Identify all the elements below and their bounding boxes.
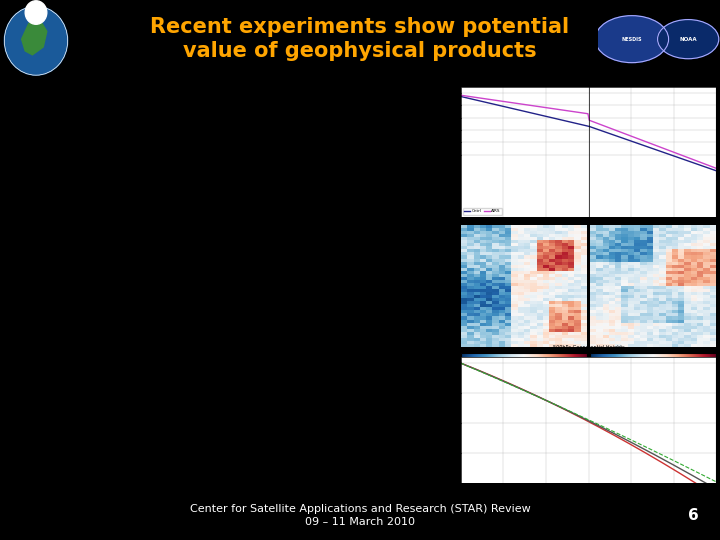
AIRS — [525, 102, 534, 109]
AIRS — [699, 160, 708, 167]
Line: Cntrl: Cntrl — [461, 97, 716, 171]
Text: Use of AIRS T(p) and q(p) profiles with QC
improves forecast (red vs. black line: Use of AIRS T(p) and q(p) profiles with … — [53, 456, 297, 490]
Circle shape — [25, 1, 47, 24]
Cntrl — [690, 160, 699, 166]
AIRS — [456, 92, 465, 98]
Text: Center for Satellite Applications and Research (STAR) Review
09 – 11 March 2010: Center for Satellite Applications and Re… — [189, 504, 531, 527]
Circle shape — [595, 16, 669, 63]
X-axis label: Day: Day — [584, 494, 593, 499]
Text: NOAA: NOAA — [680, 37, 697, 42]
Circle shape — [657, 19, 719, 59]
Line: AIRS: AIRS — [461, 95, 716, 168]
Cntrl — [472, 97, 480, 103]
Cntrl — [712, 167, 720, 174]
Text: Zonal wind: Zonal wind — [461, 218, 495, 223]
Text: NASA/Global Modeling and Assimilation Office
has evaluated AIRS operational prod: NASA/Global Modeling and Assimilation Of… — [30, 411, 287, 433]
Cntrl — [525, 109, 534, 116]
Y-axis label: Anomaly Correlation: Anomaly Correlation — [444, 399, 448, 441]
Text: •: • — [12, 178, 18, 187]
Text: STAR has participated in experiments to demonstrating
impact of using sounding p: STAR has participated in experiments to … — [30, 107, 340, 141]
Text: Joint Center for Satellite Data Assimilation experiments
show that cloud cleared: Joint Center for Satellite Data Assimila… — [30, 178, 341, 212]
AIRS — [472, 94, 480, 101]
AIRS — [690, 157, 699, 163]
Cntrl — [504, 104, 513, 111]
Cntrl — [467, 96, 475, 102]
Polygon shape — [22, 19, 47, 55]
Circle shape — [4, 6, 68, 75]
Text: –: – — [39, 456, 44, 466]
AIRS — [712, 165, 720, 172]
AIRS — [504, 99, 513, 105]
Cntrl — [699, 163, 708, 170]
Text: 6: 6 — [688, 508, 698, 523]
Text: –: – — [39, 229, 44, 239]
Text: Meridional wind: Meridional wind — [590, 218, 640, 223]
Title: N. Hemisphere 500 hPa AC Z
20N - 80N   Waves 1-20
1 Aug - 31 Aug 2008: N. Hemisphere 500 hPa AC Z 20N - 80N Wav… — [553, 68, 624, 85]
Title: 500hPa Geopotential Heights
Global: 500hPa Geopotential Heights Global — [553, 345, 624, 355]
AIRS — [467, 93, 475, 100]
Text: Use of cloud clear radiances (red) improves 6 day
forecast by ≈ 4 hours relative: Use of cloud clear radiances (red) impro… — [53, 229, 314, 263]
Text: AIRS T(p) and q(p) profiles improve zonal and
meridional winds (blue regions): AIRS T(p) and q(p) profiles improve zona… — [53, 349, 290, 371]
X-axis label: Forecast [day]: Forecast [day] — [571, 227, 606, 232]
Text: Univ. Maryland, College Park has used experimental
temperature and moisture prod: Univ. Maryland, College Park has used ex… — [30, 303, 333, 338]
Legend: Cntrl, AIRS: Cntrl, AIRS — [463, 208, 502, 214]
Text: •: • — [12, 303, 18, 313]
Text: –: – — [39, 349, 44, 359]
Cntrl — [456, 93, 465, 100]
Text: •: • — [12, 107, 18, 117]
Text: NESDIS: NESDIS — [621, 37, 642, 42]
Text: Recent experiments show potential
value of geophysical products: Recent experiments show potential value … — [150, 17, 570, 61]
Text: •: • — [12, 411, 18, 421]
